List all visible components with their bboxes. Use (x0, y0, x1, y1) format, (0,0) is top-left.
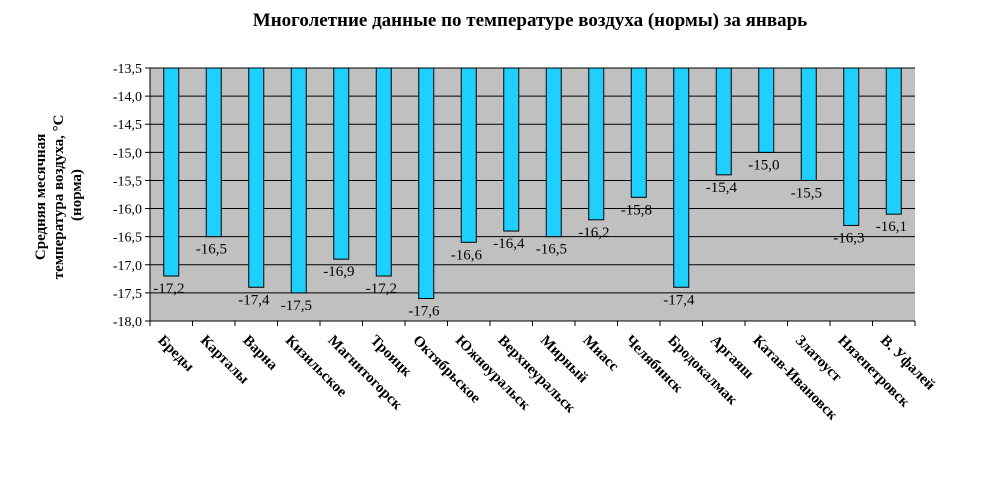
bar (885, 67, 902, 215)
category-label: Верхнеуральск (494, 333, 578, 417)
bar (673, 67, 690, 288)
y-tick-label: -14,0 (113, 90, 142, 105)
bar (630, 67, 647, 198)
bar (205, 67, 222, 238)
chart-title: Многолетние данные по температуре воздух… (253, 10, 807, 31)
y-tick-label: -16,0 (113, 203, 142, 218)
y-tick-label: -16,5 (113, 231, 142, 246)
data-label: -16,9 (323, 264, 354, 280)
y-tick-label: -15,0 (113, 146, 142, 161)
data-label: -16,5 (536, 242, 567, 258)
y-tick-label: -14,5 (113, 118, 142, 133)
bar (333, 67, 350, 260)
y-tick-label: -18,0 (113, 315, 142, 330)
data-label: -15,8 (621, 202, 652, 218)
bar (418, 67, 435, 300)
data-label: -15,4 (706, 180, 738, 196)
bar (503, 67, 520, 232)
data-label: -17,5 (281, 298, 312, 314)
data-label: -16,1 (876, 219, 907, 235)
data-label: -17,4 (663, 292, 695, 308)
y-tick-label: -17,5 (113, 287, 142, 302)
data-label: -17,4 (238, 292, 270, 308)
data-label: -17,6 (408, 304, 440, 320)
data-label: -16,4 (493, 236, 525, 252)
category-label: Бреды (154, 333, 197, 376)
data-label: -17,2 (153, 281, 184, 297)
bar (588, 67, 605, 221)
data-label: -16,6 (451, 247, 483, 263)
data-label: -15,0 (748, 157, 779, 173)
y-axis-label-line-1: Средняя месячная (33, 134, 49, 260)
bar (843, 67, 860, 226)
category-label: Варна (239, 333, 280, 374)
y-axis-label-line-3: (норма) (69, 169, 85, 221)
bar (800, 67, 817, 181)
data-label: -17,2 (366, 281, 397, 297)
bar (248, 67, 265, 288)
bar (290, 67, 307, 294)
category-label: Южноуральск (452, 333, 533, 414)
data-label: -16,2 (578, 225, 609, 241)
y-axis-label-line-2: температура воздуха, °С (51, 115, 67, 280)
bar (758, 67, 775, 153)
y-tick-label: -15,5 (113, 174, 142, 189)
y-tick-label: -17,0 (113, 259, 142, 274)
y-tick-label: -13,5 (113, 62, 142, 77)
plot-area (150, 68, 915, 321)
category-label: Магнитогорск (324, 333, 405, 414)
data-label: -15,5 (791, 185, 822, 201)
category-label: Миасс (579, 333, 621, 375)
bar (715, 67, 732, 176)
data-label: -16,5 (196, 242, 227, 258)
bar (460, 67, 477, 243)
bar (163, 67, 180, 277)
bar (545, 67, 562, 238)
bar (375, 67, 392, 277)
data-label: -16,3 (833, 230, 864, 246)
y-axis-label: Средняя месячная температура воздуха, °С… (33, 111, 85, 280)
